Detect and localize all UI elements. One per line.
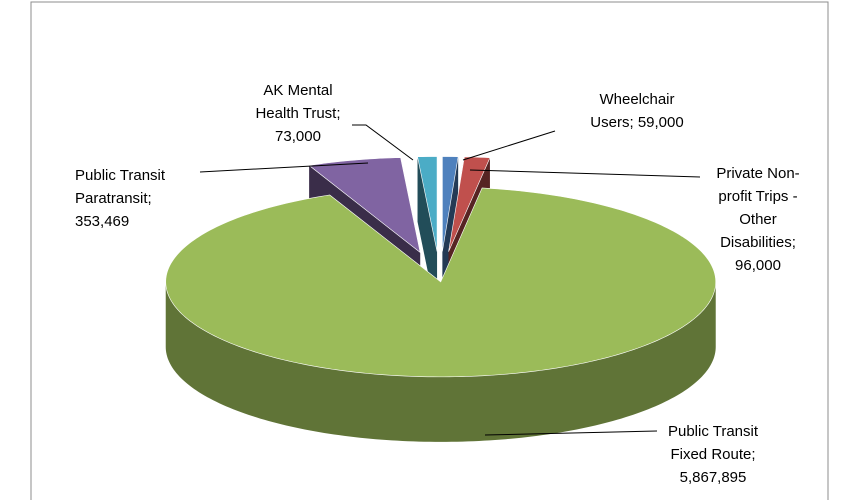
label-value: 73,000: [275, 128, 321, 145]
label-separator: ;: [791, 234, 796, 251]
data-label: AK Mental Health Trust; 73,000: [242, 79, 354, 148]
data-label: Private Non-profit Trips - Other Disabil…: [700, 162, 816, 277]
slice: [442, 156, 459, 252]
label-value: 5,867,895: [679, 469, 747, 486]
label-separator: ;: [147, 190, 152, 207]
leader-line: [352, 124, 414, 161]
data-label: Public Transit Paratransit; 353,469: [75, 164, 200, 233]
label-value: 96,000: [735, 257, 781, 274]
label-separator: ;: [751, 446, 756, 463]
data-label: Public Transit Fixed Route; 5,867,895: [657, 420, 769, 489]
slice: [165, 187, 717, 378]
label-category: Public Transit Paratransit: [75, 167, 166, 207]
label-separator: ;: [629, 114, 634, 131]
slice-side: [165, 281, 716, 442]
leader-line: [469, 169, 701, 178]
label-value: 59,000: [637, 114, 684, 131]
label-category: Public Transit Fixed Route: [667, 423, 759, 463]
leader-line: [462, 130, 556, 161]
label-value: 353,469: [75, 213, 130, 230]
data-label: Wheelchair Users; 59,000: [577, 88, 697, 134]
label-category: AK Mental Health Trust: [255, 82, 337, 122]
label-separator: ;: [336, 105, 341, 122]
leader-line: [484, 430, 658, 436]
label-category: Private Non-profit Trips - Other Disabil…: [716, 165, 800, 251]
slice: [417, 156, 438, 252]
leader-line: [199, 162, 369, 173]
label-category: Wheelchair Users: [590, 91, 675, 131]
slice: [448, 156, 491, 252]
slice: [308, 157, 421, 254]
